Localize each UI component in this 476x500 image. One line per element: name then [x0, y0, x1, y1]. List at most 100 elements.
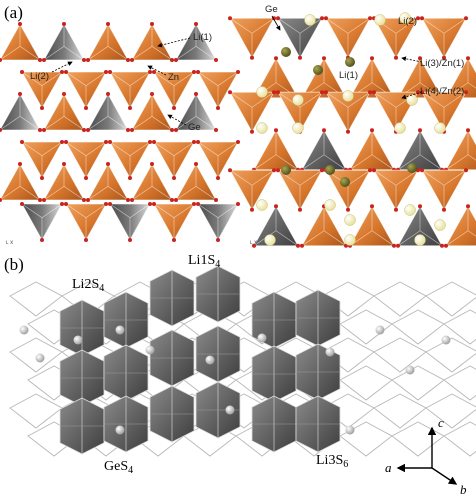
left-tetra-3-3-edge-2 — [153, 141, 175, 156]
li-sphere-9 — [375, 325, 385, 335]
axis-triad: c a b — [385, 415, 467, 497]
left-tetra-3-4-sulfur-1 — [196, 140, 200, 144]
left-tetra-0-2-sulfur-2 — [126, 58, 130, 62]
right-tetra-2-2-sulfur-1 — [324, 90, 328, 95]
left-tetra-1-0-sulfur-1 — [20, 70, 24, 74]
left-tetra-1-3-sulfur-1 — [152, 70, 156, 74]
left-tetra-4-1-edge-2 — [43, 186, 65, 201]
right-tetra-3-2 — [348, 128, 396, 172]
li-atom-4 — [292, 94, 304, 106]
right-tetra-0-1 — [276, 16, 324, 60]
left-tetra-4-3-sulfur-0 — [150, 162, 154, 166]
left-tetra-3-0-sulfur-1 — [20, 140, 24, 144]
left-tetra-1-4-edge-3 — [217, 71, 239, 86]
right-tetra-3-2-sulfur-0 — [370, 128, 374, 133]
left-tetra-0-4-sulfur-1 — [174, 58, 178, 62]
left-tetra-1-1 — [64, 70, 108, 110]
left-tetra-1-4-sulfur-2 — [236, 70, 240, 74]
li-sphere-4 — [145, 345, 155, 355]
right-tetra-4-3-sulfur-1 — [372, 168, 376, 173]
left-tetra-2-4-edge-3 — [195, 116, 217, 131]
right-tetra-2-1-sulfur-1 — [276, 90, 280, 95]
right-tetra-4-0 — [228, 168, 276, 212]
right-tetra-3-3 — [396, 128, 444, 172]
right-tetra-2-3-edge-2 — [373, 91, 397, 108]
wire-cell-1-8 — [443, 309, 476, 345]
left-tetra-5-1 — [64, 202, 108, 242]
grey-block-7 — [195, 265, 241, 323]
left-tetra-5-1-sulfur-2 — [104, 202, 108, 206]
right-tetra-2-2-sulfur-0 — [346, 129, 350, 134]
left-tetra-5-4-sulfur-0 — [216, 238, 220, 242]
left-tetra-3-2 — [108, 140, 152, 180]
right-tetra-2-4-edge-2 — [421, 91, 445, 108]
right-tetra-4-2-sulfur-0 — [346, 207, 350, 212]
left-tetra-3-1 — [64, 140, 108, 180]
right-tetra-4-1 — [276, 168, 324, 212]
right-tetra-1-2-sulfur-0 — [370, 56, 374, 61]
left-mini-axes: ʟ x — [6, 240, 13, 246]
zn-atom-3 — [281, 165, 291, 175]
right-tetra-4-0-sulfur-0 — [250, 207, 254, 212]
right-tetra-0-3-sulfur-0 — [394, 55, 398, 60]
left-tetra-1-4-sulfur-0 — [216, 106, 220, 110]
grey-block-4 — [59, 397, 105, 455]
right-tetra-0-1-sulfur-2 — [320, 16, 324, 21]
li2-pointer — [51, 61, 73, 73]
right-tetra-0-0-sulfur-1 — [228, 16, 232, 21]
left-tetra-3-1-sulfur-2 — [104, 140, 108, 144]
left-tetra-3-2-edge-3 — [129, 141, 151, 156]
left-tetra-4-3-edge-3 — [151, 186, 173, 201]
left-tetra-1-0-edge-3 — [41, 71, 63, 86]
left-tetra-5-0-sulfur-1 — [20, 202, 24, 206]
grey-block-0 — [59, 299, 105, 357]
right-tetra-2-4-edge-3 — [443, 91, 467, 108]
left-tetra-2-0-edge-3 — [19, 116, 41, 131]
left-tetra-4-4-sulfur-2 — [214, 198, 218, 202]
grey-block-6 — [149, 269, 195, 327]
right-tetra-0-0-edge-2 — [229, 17, 253, 34]
right-tetra-0-1-sulfur-0 — [298, 55, 302, 60]
left-tetra-1-4 — [196, 70, 240, 110]
right-tetra-4-3-edge-3 — [395, 169, 419, 186]
left-tetra-2-1-sulfur-2 — [82, 128, 86, 132]
left-tetra-3-4-edge-3 — [217, 141, 239, 156]
left-tetra-4-0-edge-3 — [19, 186, 41, 201]
left-tetra-1-2-sulfur-2 — [148, 70, 152, 74]
right-tetra-5-3-edge-2 — [397, 230, 421, 247]
li-atom-0 — [304, 14, 316, 26]
left-tetra-4-0-edge-2 — [0, 186, 21, 201]
right-tetra-0-3-edge-3 — [395, 17, 419, 34]
right-tetra-3-3-edge-3 — [419, 154, 443, 171]
right-tetra-3-1-sulfur-0 — [322, 128, 326, 133]
right-tetra-0-2-sulfur-1 — [324, 16, 328, 21]
right-tetra-0-4-sulfur-0 — [442, 55, 446, 60]
left-tetra-3-3-sulfur-1 — [152, 140, 156, 144]
left-tetra-2-0-sulfur-1 — [0, 128, 2, 132]
left-tetra-0-3-sulfur-0 — [150, 22, 154, 26]
right-tetra-4-0-sulfur-1 — [228, 168, 232, 173]
li-sphere-2 — [73, 335, 83, 345]
left-li2-label: Li(2) — [30, 71, 49, 82]
left-tetra-0-2-edge-2 — [87, 46, 109, 61]
left-tetra-2-4-edge-2 — [175, 116, 197, 131]
grey-block-15 — [295, 343, 341, 401]
right-tetra-3-4-edge-3 — [467, 154, 476, 161]
left-tetra-4-3-sulfur-1 — [130, 198, 134, 202]
li-atom-10 — [434, 122, 446, 134]
left-tetra-2-3-edge-3 — [151, 116, 173, 131]
li-sphere-12 — [345, 425, 355, 435]
left-tetra-4-1-sulfur-0 — [62, 162, 66, 166]
left-tetra-4-4-edge-3 — [195, 186, 217, 201]
grey-block-9 — [195, 325, 241, 383]
left-tetra-3-2-sulfur-2 — [148, 140, 152, 144]
left-tetra-4-2-edge-3 — [107, 186, 129, 201]
left-tetra-1-1-sulfur-2 — [104, 70, 108, 74]
left-tetra-1-3-edge-3 — [173, 71, 195, 86]
left-tetra-0-0-sulfur-2 — [38, 58, 42, 62]
wire-cell-5-7 — [391, 421, 445, 457]
left-tetra-5-0 — [20, 202, 64, 242]
grey-block-16 — [251, 395, 297, 453]
left-tetra-0-4-edge-3 — [195, 46, 217, 61]
wire-cell-3-7 — [391, 365, 445, 401]
